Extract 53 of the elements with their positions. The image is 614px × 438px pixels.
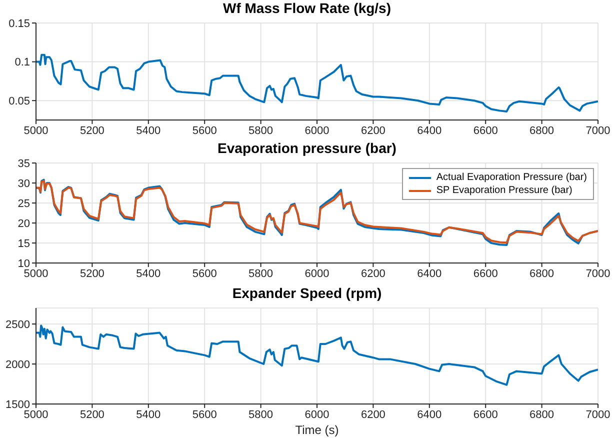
- x-tick-label: 6200: [360, 124, 386, 137]
- x-axis-title: Time (s): [295, 423, 339, 437]
- x-tick-label: 6000: [304, 268, 330, 280]
- y-tick-label: 0.15: [8, 18, 30, 30]
- x-tick-label: 5600: [192, 408, 217, 421]
- x-tick-label: 6800: [530, 408, 554, 421]
- y-tick-label: 2500: [6, 318, 30, 331]
- x-tick-label: 5000: [24, 124, 48, 137]
- legend-label: SP Evaporation Pressure (bar): [436, 184, 572, 197]
- line-series: [36, 324, 598, 386]
- x-tick-label: 5400: [136, 408, 161, 421]
- x-tick-label: 5800: [248, 408, 274, 421]
- x-tick-label: 6600: [473, 124, 498, 137]
- y-tick-label: 1500: [6, 398, 30, 411]
- x-tick-label: 6600: [473, 268, 498, 280]
- x-tick-label: 7000: [586, 124, 610, 137]
- x-tick-label: 5000: [24, 268, 48, 280]
- y-tick-label: 25: [18, 198, 30, 210]
- x-tick-label: 6000: [304, 408, 330, 421]
- x-tick-label: 6800: [530, 124, 554, 137]
- x-tick-label: 5600: [192, 124, 217, 137]
- x-tick-label: 5800: [248, 268, 274, 280]
- x-tick-label: 6400: [417, 268, 442, 280]
- x-tick-label: 5200: [80, 124, 104, 137]
- x-tick-label: 7000: [586, 268, 610, 280]
- x-tick-label: 6600: [473, 408, 498, 421]
- line-series: [36, 54, 598, 112]
- x-tick-label: 5400: [136, 268, 161, 280]
- x-tick-label: 5200: [80, 268, 104, 280]
- y-tick-label: 35: [18, 158, 30, 170]
- chart-title: Expander Speed (rpm): [231, 285, 383, 301]
- x-tick-label: 7000: [586, 408, 610, 421]
- x-tick-label: 5400: [136, 124, 161, 137]
- legend-label: Actual Evaporation Pressure (bar): [436, 171, 587, 184]
- x-tick-label: 6400: [417, 408, 442, 421]
- x-tick-label: 5200: [80, 408, 104, 421]
- y-tick-label: 20: [18, 218, 30, 230]
- y-tick-label: 30: [18, 178, 30, 190]
- x-tick-label: 5600: [192, 268, 217, 280]
- y-tick-label: 0.05: [8, 96, 30, 108]
- x-tick-label: 5800: [248, 124, 274, 137]
- x-tick-label: 6200: [360, 268, 386, 280]
- x-tick-label: 6200: [360, 408, 386, 421]
- y-tick-label: 15: [18, 238, 30, 250]
- y-tick-label: 0.1: [14, 56, 30, 69]
- chart-title: Wf Mass Flow Rate (kg/s): [222, 0, 392, 16]
- chart-title: Evaporation pressure (bar): [216, 140, 398, 156]
- x-tick-label: 6800: [530, 268, 554, 280]
- x-tick-label: 6400: [417, 124, 442, 137]
- y-tick-label: 2000: [6, 358, 30, 371]
- x-tick-label: 6000: [304, 124, 330, 137]
- x-tick-label: 5000: [24, 408, 48, 421]
- y-tick-label: 10: [18, 258, 30, 270]
